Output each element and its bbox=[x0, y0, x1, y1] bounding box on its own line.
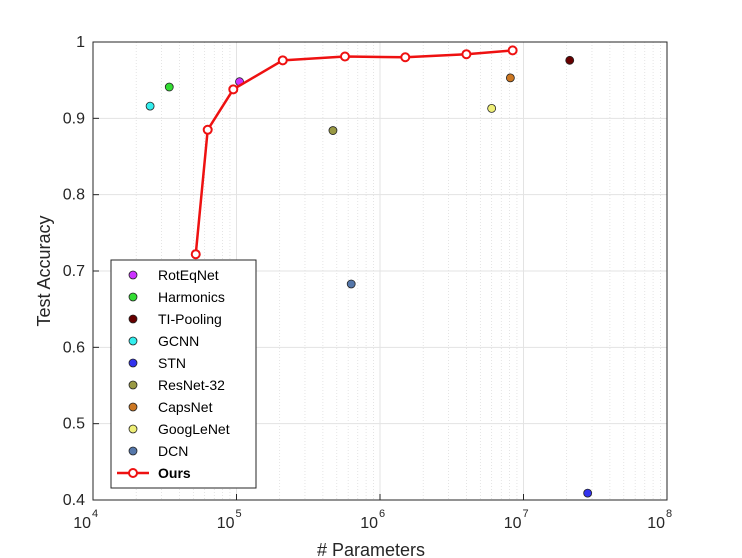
data-point-googlenet bbox=[487, 104, 497, 113]
y-axis-title: Test Accuracy bbox=[34, 215, 54, 326]
legend-label-gcnn: GCNN bbox=[158, 333, 199, 349]
legend-marker-googlenet bbox=[128, 424, 138, 434]
y-tick-label: 0.4 bbox=[63, 492, 85, 509]
data-point-ours bbox=[277, 55, 288, 66]
x-tick-label: 10 bbox=[217, 515, 235, 532]
data-point-resnet-32 bbox=[328, 126, 338, 135]
x-tick-exponent: 7 bbox=[523, 508, 529, 520]
y-tick-label: 0.5 bbox=[63, 416, 85, 433]
x-tick-exponent: 4 bbox=[92, 508, 98, 520]
legend-label-roteqnet: RotEqNet bbox=[158, 267, 219, 283]
x-tick-exponent: 8 bbox=[666, 508, 672, 520]
legend-marker-resnet-32 bbox=[128, 380, 138, 390]
data-point-ours bbox=[202, 124, 213, 135]
x-axis-title: # Parameters bbox=[317, 540, 425, 558]
legend-label-harmonics: Harmonics bbox=[158, 289, 225, 305]
legend-label-capsnet: CapsNet bbox=[158, 399, 213, 415]
data-point-harmonics bbox=[164, 82, 174, 92]
legend-label-ti-pooling: TI-Pooling bbox=[158, 311, 222, 327]
series-line-ours bbox=[194, 49, 513, 255]
legend-marker-harmonics bbox=[128, 292, 138, 302]
legend-marker-roteqnet bbox=[128, 270, 138, 280]
x-tick-label: 10 bbox=[647, 515, 665, 532]
legend-label-ours: Ours bbox=[158, 465, 191, 481]
y-tick-label: 0.6 bbox=[63, 339, 85, 356]
legend: RotEqNet Harmonics TI-Pooling GCNN STN ResNet… bbox=[110, 259, 257, 489]
x-tick-label: 10 bbox=[73, 515, 91, 532]
data-point-ours bbox=[190, 249, 201, 260]
y-tick-label: 0.7 bbox=[63, 263, 85, 280]
data-point-dcn bbox=[346, 279, 356, 289]
data-point-ours bbox=[400, 52, 411, 63]
x-tick-label: 10 bbox=[360, 515, 378, 532]
data-point-ours bbox=[339, 51, 350, 62]
legend-marker-ti-pooling bbox=[128, 314, 138, 324]
data-layer bbox=[145, 45, 593, 498]
legend-marker-capsnet bbox=[128, 402, 138, 412]
legend-marker-gcnn bbox=[128, 336, 138, 346]
x-tick-exponent: 5 bbox=[236, 508, 242, 520]
data-point-stn bbox=[583, 488, 593, 498]
y-tick-label: 1 bbox=[76, 34, 85, 51]
x-tick-label: 10 bbox=[504, 515, 522, 532]
legend-label-dcn: DCN bbox=[158, 443, 188, 459]
legend-label-stn: STN bbox=[158, 355, 186, 371]
legend-marker-stn bbox=[128, 358, 138, 368]
data-point-capsnet bbox=[505, 73, 515, 83]
data-point-ours bbox=[507, 45, 518, 56]
x-tick-exponent: 6 bbox=[379, 508, 385, 520]
data-point-gcnn bbox=[145, 101, 155, 111]
legend-label-resnet-32: ResNet-32 bbox=[158, 377, 225, 393]
data-point-ours bbox=[228, 84, 239, 95]
y-tick-label: 0.8 bbox=[63, 187, 85, 204]
legend-label-googlenet: GoogLeNet bbox=[158, 421, 230, 437]
data-point-ours bbox=[461, 49, 472, 60]
legend-marker-dcn bbox=[128, 446, 138, 456]
y-tick-label: 0.9 bbox=[63, 110, 85, 127]
legend-marker-ours bbox=[128, 468, 138, 478]
data-point-ti-pooling bbox=[565, 55, 575, 65]
